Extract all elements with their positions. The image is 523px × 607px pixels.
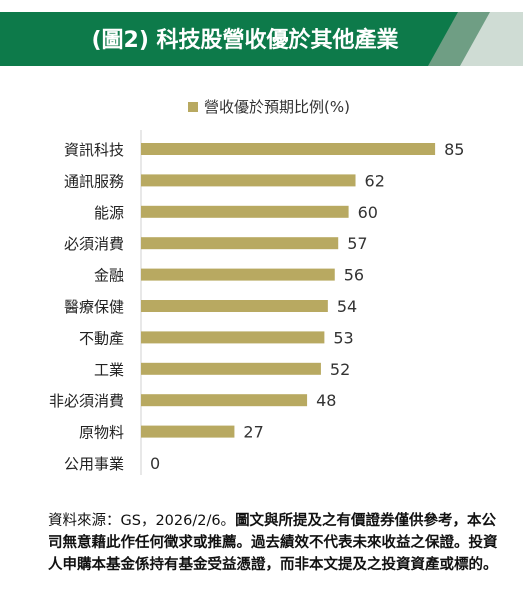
bar [141,331,325,344]
category-label: 工業 [94,361,124,379]
data-label: 62 [365,171,385,190]
bar [141,268,335,281]
category-label: 金融 [94,267,124,285]
category-label: 原物料 [79,424,124,442]
data-label: 57 [347,234,367,253]
category-label: 醫療保健 [64,298,124,316]
data-label: 85 [444,140,464,159]
banner-graphic: (圖2) 科技股營收優於其他產業 [0,12,523,66]
data-label: 52 [330,360,350,379]
banner-stripe-light [458,12,523,66]
data-label: 27 [243,423,263,442]
banner: (圖2) 科技股營收優於其他產業 [0,0,523,75]
bar [141,362,321,375]
data-label: 48 [316,391,336,410]
data-label: 54 [337,297,357,316]
chart-svg: 營收優於預期比例(%) 資訊科技 85 通訊服務 62 能源 60 必須消費 57 金融 56 醫療… [49,98,464,475]
banner-stripe-main [0,12,458,66]
footnote-source: 資料來源：GS，2026/2/6。 [48,513,236,529]
data-label: 53 [333,328,353,347]
category-label: 非必須消費 [49,392,124,410]
data-label: 60 [358,203,378,222]
category-label: 公用事業 [64,455,124,473]
bar-chart: 營收優於預期比例(%) 資訊科技 85 通訊服務 62 能源 60 必須消費 57 金融 56 醫療… [0,90,523,490]
bar [141,174,356,187]
footnote-disclaimer: 圖文與所提及之有價證券僅供參考，本公司無意藉此作任何徵求或推薦。過去績效不代表未… [48,513,498,573]
banner-title: (圖2) 科技股營收優於其他產業 [91,27,399,53]
data-label: 56 [344,266,364,285]
category-label: 不動產 [79,329,124,347]
bar [141,205,349,218]
bar [141,394,308,407]
banner-stripe-mid [425,12,490,66]
legend-label: 營收優於預期比例(%) [204,98,350,116]
bar [141,237,339,250]
category-label: 能源 [94,204,124,222]
bar [141,300,328,312]
category-label: 必須消費 [64,235,124,253]
bar [141,143,436,155]
footnote: 資料來源：GS，2026/2/6。圖文與所提及之有價證券僅供參考，本公司無意藉此… [48,510,498,576]
bar [141,425,235,438]
category-label: 資訊科技 [64,141,124,159]
chart-legend: 營收優於預期比例(%) [188,98,350,116]
legend-swatch [188,102,198,112]
data-label: 0 [150,454,160,473]
category-label: 通訊服務 [64,172,124,190]
bars-group: 資訊科技 85 通訊服務 62 能源 60 必須消費 57 金融 56 醫療保健 54 不動產 53 工業 5… [49,140,464,473]
